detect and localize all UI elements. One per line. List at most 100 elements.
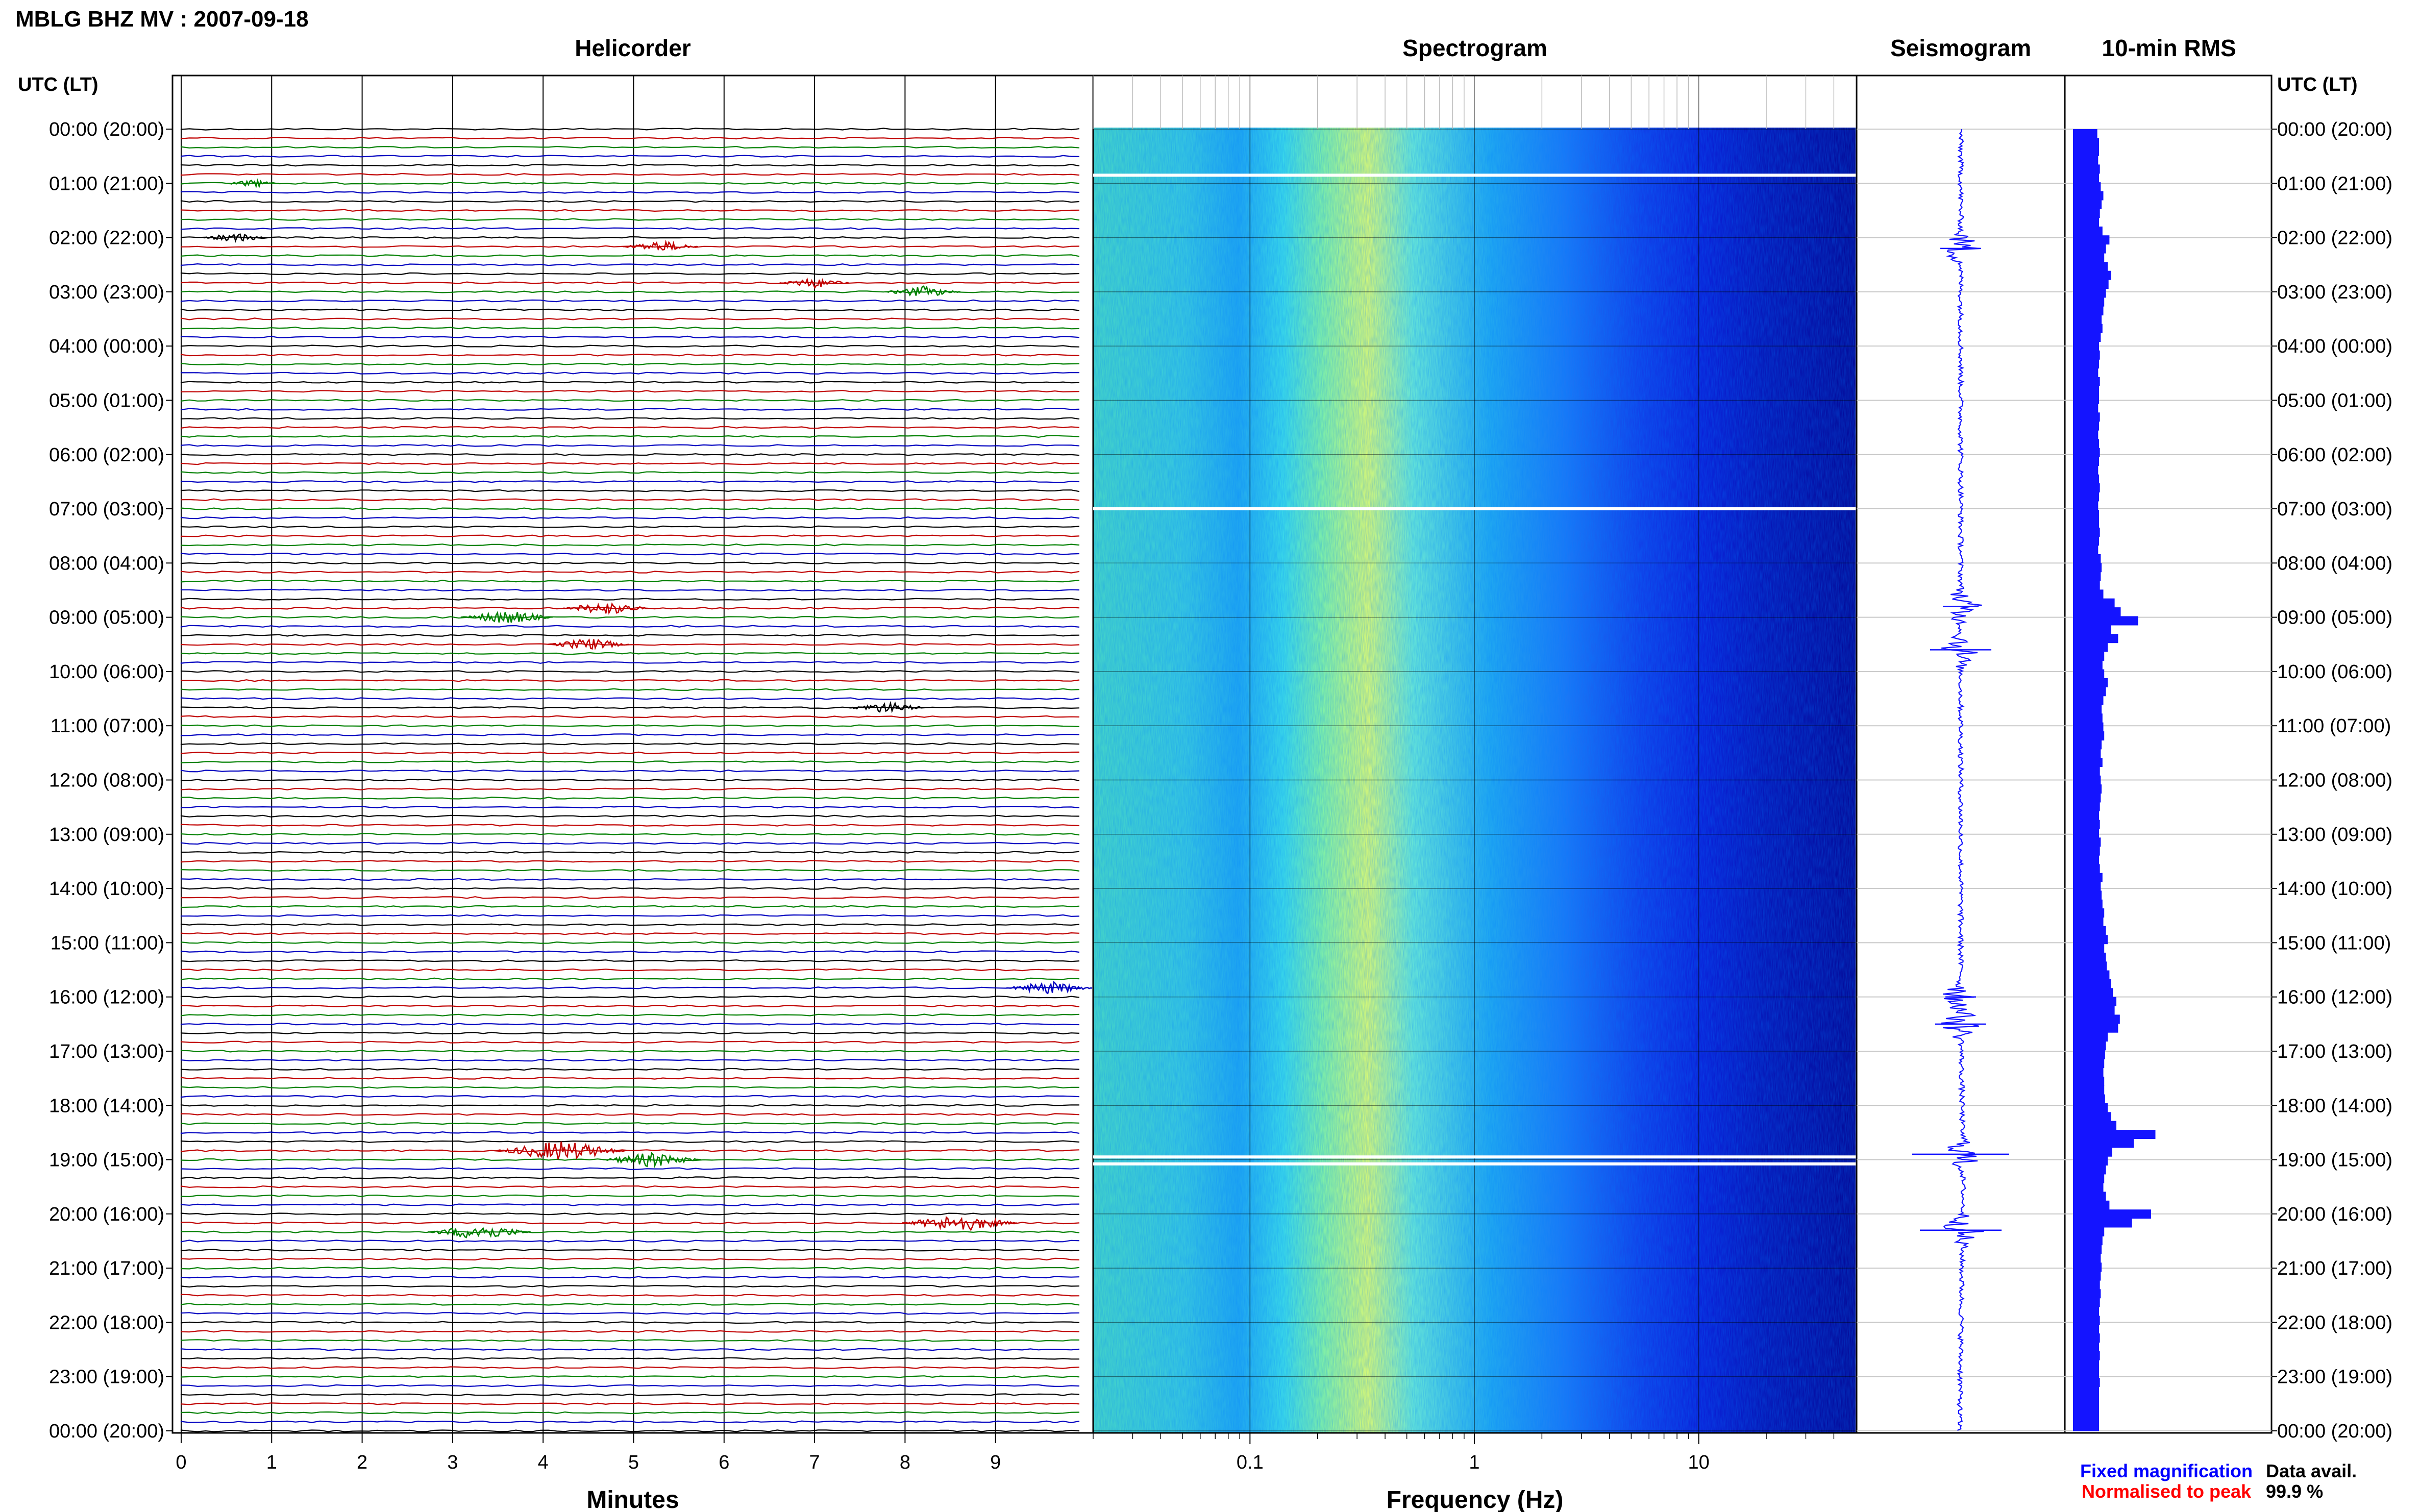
rms-bar [2073, 572, 2101, 581]
rms-bar [2073, 164, 2100, 174]
time-label-left: 06:00 (02:00) [49, 444, 164, 466]
time-label-left: 19:00 (15:00) [49, 1150, 164, 1171]
helicorder-trace-row [180, 1384, 1080, 1387]
time-header-left: UTC (LT) [18, 74, 98, 95]
helicorder-trace-row [180, 932, 1080, 935]
helicorder-trace-row [180, 688, 1080, 691]
helicorder-event [460, 610, 553, 623]
rms-bar [2073, 1280, 2100, 1290]
helicorder-trace-row [180, 607, 1080, 610]
minute-tick-label: 2 [357, 1452, 367, 1473]
time-label-left: 23:00 (19:00) [49, 1367, 164, 1388]
helicorder-trace-row [180, 1023, 1080, 1026]
helicorder-event [203, 233, 268, 243]
rms-bar [2073, 448, 2100, 457]
helicorder-trace-row [180, 1321, 1080, 1324]
helicorder-trace-row [181, 281, 1080, 284]
time-label-right: 21:00 (17:00) [2277, 1258, 2392, 1279]
rms-bar [2073, 802, 2100, 811]
rms-bar [2073, 333, 2101, 342]
rms-bar [2073, 1395, 2099, 1405]
helicorder-trace-row [180, 950, 1080, 953]
rms-bar [2073, 634, 2118, 643]
rms-bar [2073, 1369, 2099, 1378]
helicorder-event [902, 1216, 1017, 1231]
rms-bar [2073, 1324, 2099, 1334]
time-label-left: 05:00 (01:00) [49, 390, 164, 411]
helicorder-trace-row [180, 1212, 1080, 1216]
helicorder-trace-row [180, 805, 1080, 809]
helicorder-trace-row [180, 1040, 1080, 1044]
time-label-left: 00:00 (20:00) [49, 119, 164, 140]
helicorder-trace-row [180, 1294, 1080, 1297]
helicorder-trace-row [180, 1366, 1080, 1369]
helicorder-trace-row [180, 417, 1080, 420]
time-label-left: 03:00 (23:00) [49, 282, 164, 303]
time-label-right: 07:00 (03:00) [2277, 499, 2392, 520]
helicorder-event [779, 277, 849, 289]
time-label-left: 08:00 (04:00) [49, 553, 164, 574]
rms-bar [2073, 1316, 2100, 1325]
rms-bar [2073, 997, 2116, 1006]
rms-bar [2073, 952, 2106, 962]
minute-tick-label: 4 [538, 1452, 549, 1473]
rms-bar [2073, 1298, 2100, 1307]
time-label-right: 16:00 (12:00) [2277, 987, 2392, 1008]
rms-bar [2073, 253, 2105, 262]
helicorder-trace-row [180, 733, 1080, 736]
rms-bar [2073, 846, 2100, 856]
helicorder-trace-row [180, 625, 1080, 628]
rms-bar [2073, 1085, 2105, 1095]
minute-tick-label: 3 [447, 1452, 458, 1473]
rms-bar [2073, 510, 2099, 519]
rms-bar [2073, 324, 2103, 333]
helicorder-trace-row [180, 317, 1080, 320]
helicorder-trace-row [180, 1058, 1080, 1062]
time-label-left: 09:00 (05:00) [49, 607, 164, 629]
helicorder-trace-row [180, 977, 1080, 980]
rms-bar [2073, 908, 2105, 918]
rms-bar [2073, 394, 2099, 404]
rms-bar [2073, 1103, 2108, 1112]
helicorder-trace-row [180, 128, 1080, 131]
rms-bar [2073, 1032, 2108, 1042]
rms-bar [2073, 1342, 2099, 1352]
rms-bar [2073, 138, 2099, 147]
helicorder-trace-row [180, 1031, 1080, 1035]
rms-bar [2073, 457, 2099, 466]
helicorder-trace-row [180, 833, 1080, 836]
time-label-right: 14:00 (10:00) [2277, 878, 2392, 900]
time-label-right: 11:00 (07:00) [2277, 715, 2391, 737]
time-label-right: 23:00 (19:00) [2277, 1367, 2392, 1388]
rms-bar [2073, 687, 2106, 697]
helicorder-trace-row [180, 797, 1080, 800]
freq-tick-label: 0.1 [1237, 1452, 1264, 1473]
rms-bar [2073, 430, 2099, 439]
minute-tick-label: 8 [900, 1452, 910, 1473]
rms-bar [2073, 465, 2099, 475]
rms-bar [2073, 226, 2103, 236]
helicorder-trace-row [180, 634, 1080, 637]
time-label-right: 03:00 (23:00) [2277, 282, 2392, 303]
spectrogram-gap [1093, 507, 1856, 511]
helicorder-trace-row [180, 218, 1080, 221]
rms-bar [2073, 1130, 2156, 1139]
helicorder-event [623, 239, 698, 252]
rms-bar [2073, 864, 2100, 874]
helicorder-trace-row [180, 327, 1080, 330]
rms-bar [2073, 288, 2106, 298]
rms-bar [2073, 527, 2100, 537]
time-label-right: 22:00 (18:00) [2277, 1312, 2392, 1333]
helicorder-trace-row [180, 209, 1080, 212]
rms-bar [2073, 758, 2103, 767]
time-label-right: 00:00 (20:00) [2277, 119, 2392, 140]
rms-bar [2073, 749, 2101, 758]
rms-bar [2073, 1183, 2104, 1193]
rms-bar [2073, 1386, 2099, 1396]
rms-bar [2073, 1192, 2106, 1201]
helicorder-trace-row [180, 155, 1080, 158]
rms-bar [2073, 368, 2099, 378]
helicorder-trace-row [180, 851, 1080, 854]
rms-bar [2073, 518, 2099, 528]
helicorder-trace-row [180, 1004, 1080, 1008]
